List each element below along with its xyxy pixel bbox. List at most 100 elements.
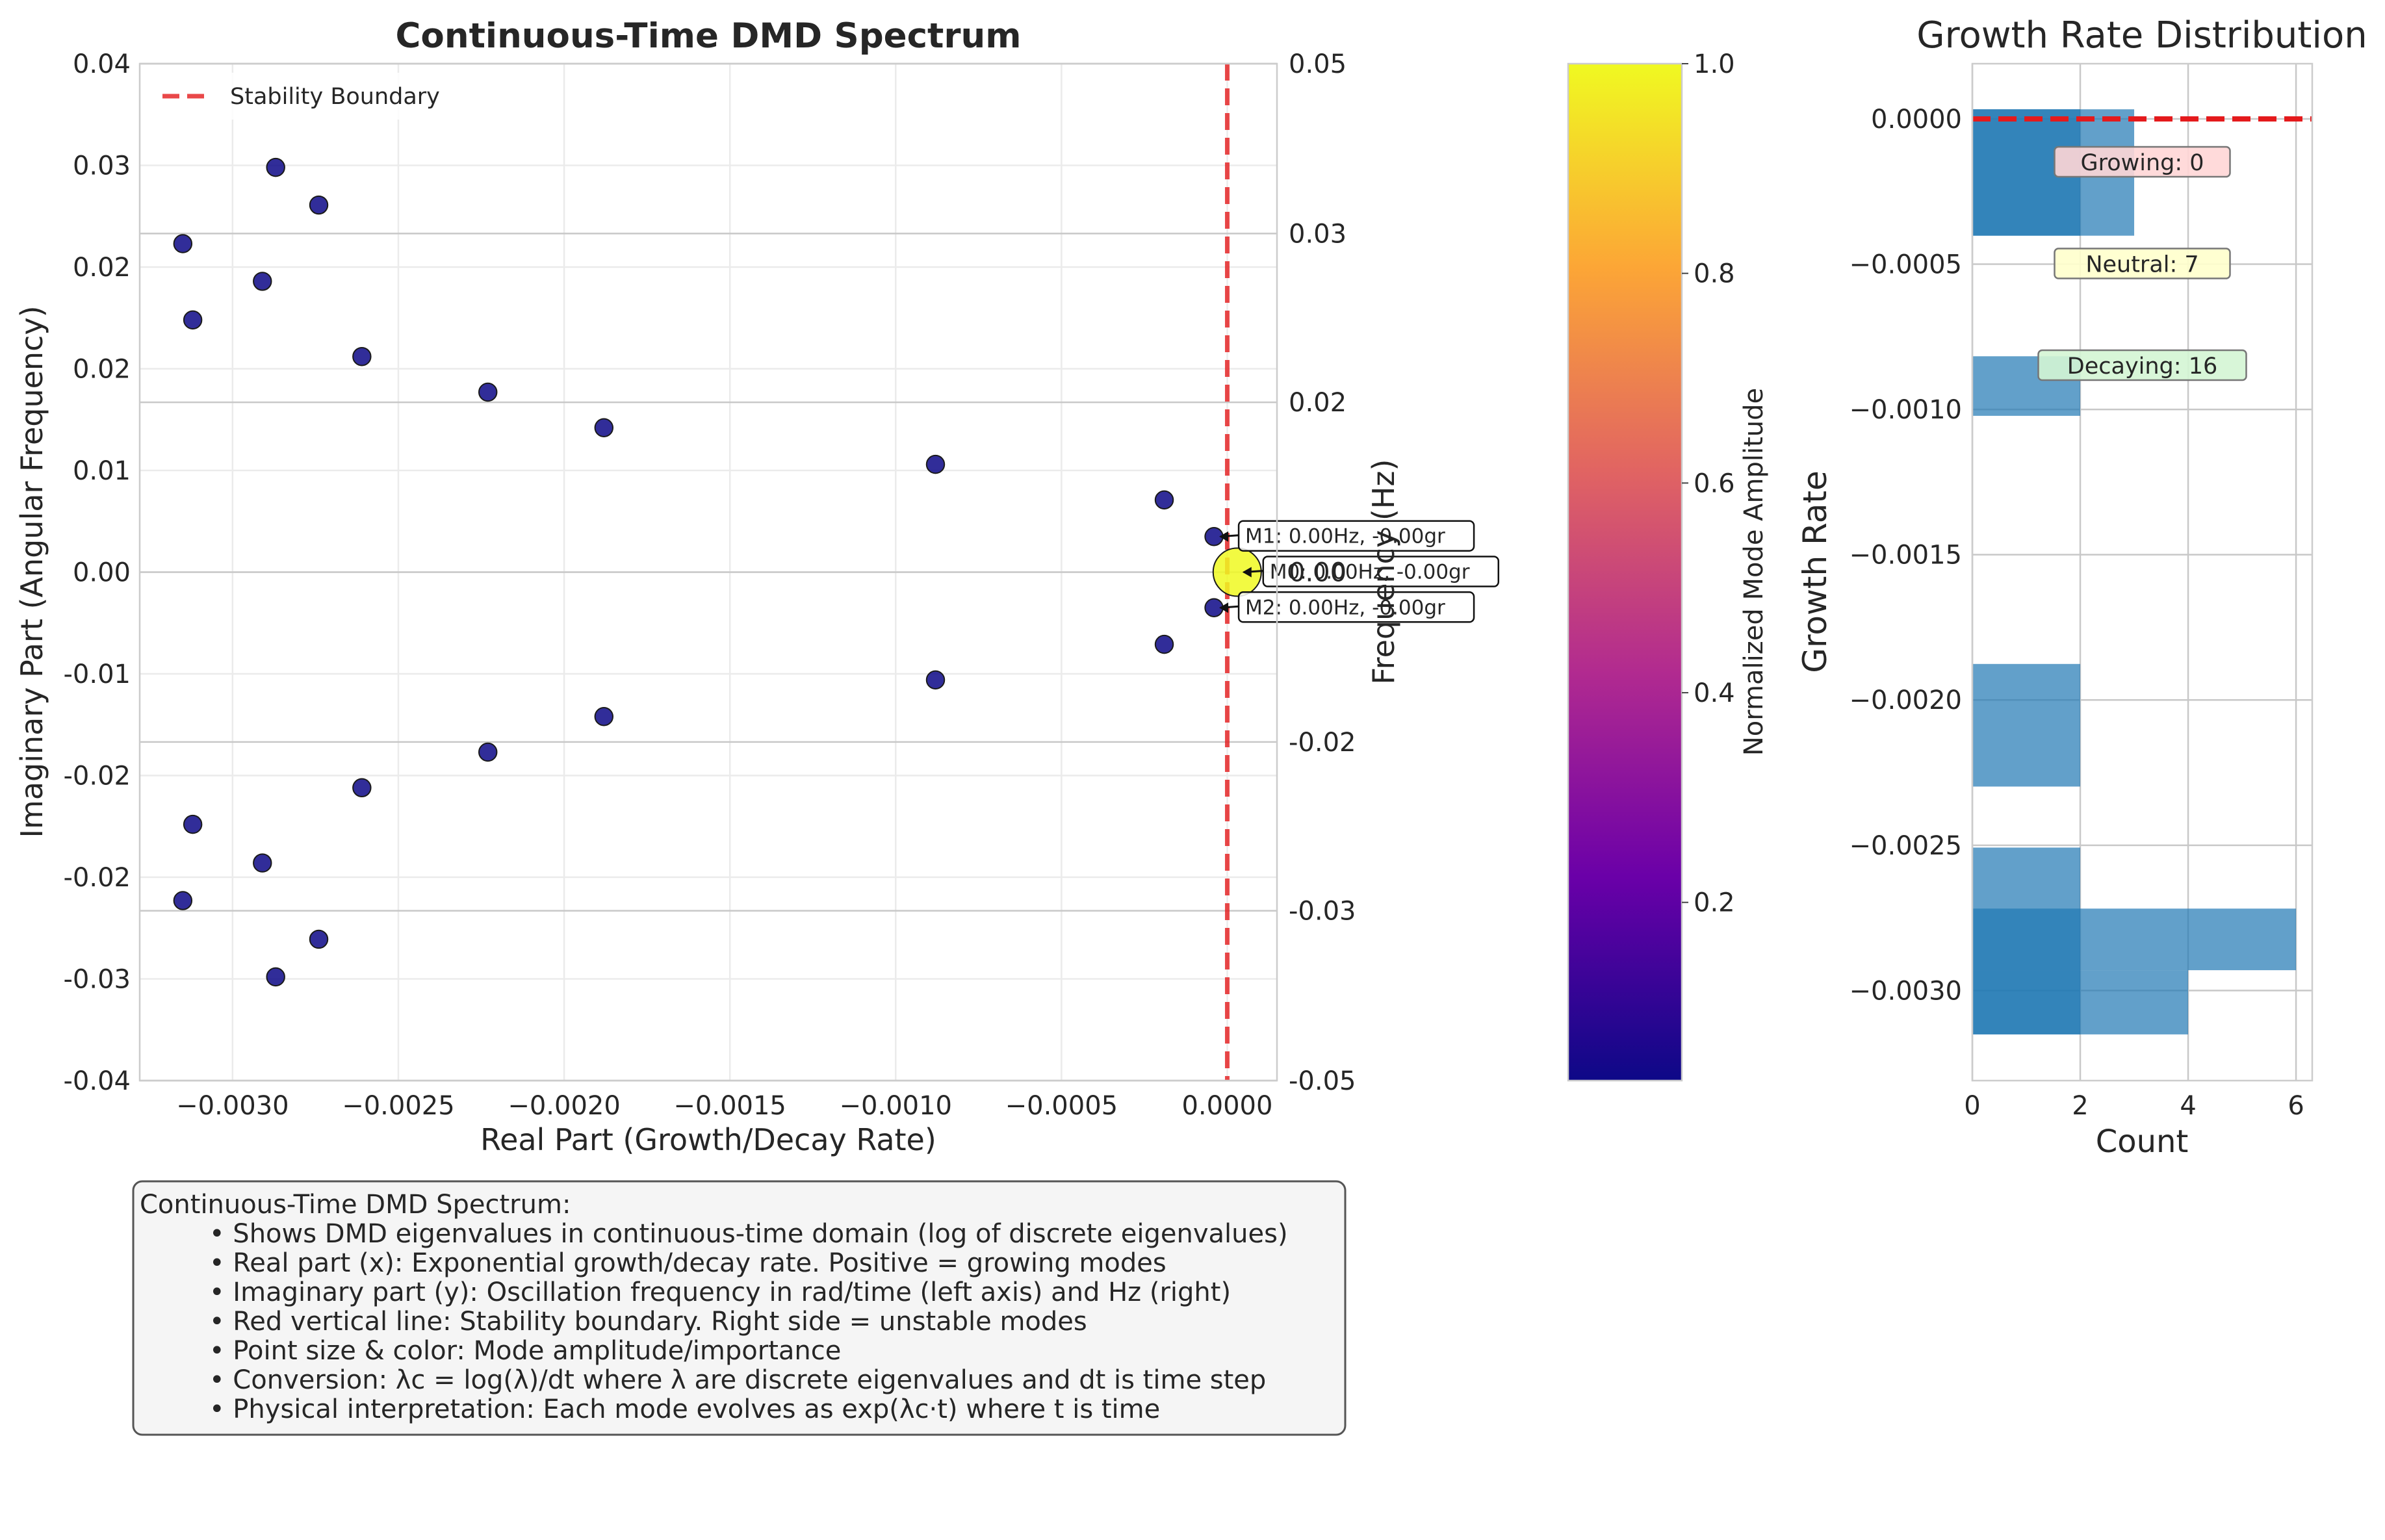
annotation-label: M1: 0.00Hz, -0.00gr [1245, 525, 1445, 548]
scatter-left-y-tick-labels: -0.04 -0.03 -0.02 -0.02 -0.01 0.00 0.01 0.02 0.0… [64, 49, 131, 1096]
eigenvalue-point [478, 382, 498, 402]
histogram-x-tick-label: 0 [1964, 1091, 1980, 1121]
scatter-y-tick-label: 0.04 [73, 49, 131, 79]
eigenvalue-point [173, 234, 193, 253]
description-box: Continuous-Time DMD Spectrum: • Shows DM… [132, 1180, 1347, 1436]
stability-count-box [2054, 248, 2231, 279]
scatter-x-tick-labels: −0.0030 −0.0025 −0.0020 −0.0015 −0.0010 −0.00… [176, 1091, 1272, 1121]
colorbar-label: Normalized Mode Amplitude [1739, 388, 1769, 756]
annotation-label: M0: 0.00Hz, -0.00gr [1270, 561, 1470, 584]
scatter-x-axis-label: Real Part (Growth/Decay Rate) [480, 1122, 936, 1157]
legend-box [151, 73, 469, 120]
histogram-y-tick-labels: 0.0000 −0.0005 −0.0010 −0.0015 −0.0020 −0.002… [1850, 105, 1962, 1006]
histogram-y-axis-label: Growth Rate [1796, 470, 1834, 673]
annotation-box [1237, 520, 1475, 552]
histogram-x-tick-label: 2 [2072, 1091, 2088, 1121]
eigenvalue-point [594, 418, 614, 437]
scatter-right-y-tick-label: 0.03 [1289, 219, 1347, 249]
eigenvalue-point [253, 272, 272, 291]
description-line: • Real part (x): Exponential growth/deca… [209, 1248, 1167, 1278]
scatter-x-tick-label: −0.0020 [508, 1091, 620, 1121]
histogram-bar [1972, 908, 2297, 971]
scatter-y-tick-label: -0.04 [64, 1066, 131, 1096]
annotation-arrowhead [1242, 567, 1252, 578]
histogram-x-tick-labels: 0 2 4 6 [1964, 1091, 2304, 1121]
eigenvalue-points [173, 157, 1262, 987]
amplitude-colorbar: 0.2 0.4 0.6 0.8 1.0 Normalized Mode Amplitud… [1567, 49, 1769, 1082]
legend-label: Stability Boundary [230, 84, 440, 110]
histogram-x-tick-label: 6 [2288, 1091, 2304, 1121]
eigenvalue-point [352, 778, 372, 798]
eigenvalue-point [1212, 547, 1262, 597]
colorbar-tick-labels: 0.2 0.4 0.6 0.8 1.0 [1682, 49, 1735, 918]
scatter-right-y-tick-label: 0.02 [1289, 388, 1347, 418]
scatter-frame [138, 62, 1278, 1082]
scatter-x-tick-label: −0.0010 [840, 1091, 952, 1121]
eigenvalue-point [173, 891, 193, 910]
scatter-right-y-tick-label: 0.00 [1289, 558, 1347, 588]
eigenvalue-point [594, 707, 614, 726]
eigenvalue-point [478, 742, 498, 762]
histogram-x-tick-label: 4 [2180, 1091, 2196, 1121]
histogram-y-tick-label: −0.0030 [1850, 976, 1962, 1006]
eigenvalue-point [183, 310, 203, 330]
scatter-x-tick-label: 0.0000 [1181, 1091, 1272, 1121]
annotation-box [1262, 556, 1500, 587]
scatter-right-y-tick-label: 0.05 [1289, 49, 1347, 79]
histogram-x-axis-label: Count [2096, 1123, 2189, 1160]
scatter-right-y-tick-label: -0.02 [1289, 728, 1356, 758]
scatter-y-tick-label: -0.02 [64, 762, 131, 791]
scatter-right-y-tick-label: -0.05 [1289, 1066, 1356, 1096]
scatter-x-tick-label: −0.0015 [673, 1091, 786, 1121]
colorbar-tick-label: 0.8 [1694, 259, 1735, 289]
stability-count-label: Neutral: 7 [2085, 252, 2198, 278]
scatter-y-tick-label: 0.02 [73, 355, 131, 385]
eigenvalue-point [309, 929, 329, 949]
description-background [132, 1180, 1347, 1436]
eigenvalue-point [925, 670, 946, 690]
scatter-y-tick-label: 0.03 [73, 151, 131, 181]
description-line: • Point size & color: Mode amplitude/imp… [209, 1336, 841, 1366]
stability-count-label: Decaying: 16 [2067, 353, 2217, 379]
eigenvalue-point [1154, 490, 1174, 510]
description-line: • Conversion: λc = log(λ)/dt where λ are… [209, 1365, 1266, 1395]
growth-rate-histogram: Growing: 0 Neutral: 7 Decaying: 16 0 2 4 6 0.… [1796, 14, 2367, 1160]
spectrum-scatter-plot: M1: 0.00Hz, -0.00gr M0: 0.00Hz, -0.00gr M2… [14, 16, 1500, 1157]
colorbar-tick-label: 1.0 [1694, 49, 1735, 79]
eigenvalue-point [1154, 634, 1174, 654]
scatter-y-axis-label: Imaginary Part (Angular Frequency) [14, 305, 49, 838]
eigenvalue-point [253, 853, 272, 873]
scatter-x-tick-label: −0.0025 [342, 1091, 454, 1121]
scatter-title: Continuous-Time DMD Spectrum [396, 16, 1022, 56]
histogram-y-tick-label: −0.0020 [1850, 686, 1962, 715]
scatter-y-tick-label: 0.00 [73, 558, 131, 588]
colorbar-tick-label: 0.6 [1694, 468, 1735, 498]
histogram-y-tick-label: −0.0015 [1850, 541, 1962, 571]
histogram-bars [1972, 109, 2297, 1034]
scatter-y-tick-label: 0.01 [73, 456, 131, 486]
description-line: • Shows DMD eigenvalues in continuous-ti… [209, 1219, 1288, 1249]
scatter-y-tick-label: -0.02 [64, 863, 131, 893]
description-line: • Imaginary part (y): Oscillation freque… [209, 1277, 1231, 1307]
histogram-title: Growth Rate Distribution [1916, 14, 2367, 57]
colorbar-tick-label: 0.2 [1694, 888, 1735, 918]
annotation-arrowhead [1219, 602, 1229, 613]
scatter-x-tick-label: −0.0005 [1005, 1091, 1118, 1121]
eigenvalue-point [925, 454, 946, 474]
colorbar-gradient [1567, 62, 1683, 1082]
scatter-y-tick-label: -0.01 [64, 660, 131, 689]
colorbar-tick-label: 0.4 [1694, 678, 1735, 708]
eigenvalue-point [352, 347, 372, 366]
histogram-y-tick-label: −0.0025 [1850, 831, 1962, 861]
stability-count-box [2037, 349, 2247, 381]
stability-count-box [2054, 146, 2231, 178]
stability-count-labels: Growing: 0 Neutral: 7 Decaying: 16 [2037, 146, 2247, 381]
description-line: • Red vertical line: Stability boundary.… [209, 1307, 1087, 1337]
description-lines: • Shows DMD eigenvalues in continuous-ti… [209, 1219, 1288, 1424]
scatter-right-y-axis-label: Frequency (Hz) [1366, 459, 1401, 685]
scatter-x-tick-label: −0.0030 [176, 1091, 289, 1121]
histogram-y-tick-label: 0.0000 [1871, 105, 1962, 135]
eigenvalue-point [266, 157, 285, 177]
scatter-right-y-tick-labels: -0.05 -0.03 -0.02 0.00 0.02 0.03 0.05 [1289, 49, 1356, 1096]
histogram-bar [1972, 970, 2189, 1034]
